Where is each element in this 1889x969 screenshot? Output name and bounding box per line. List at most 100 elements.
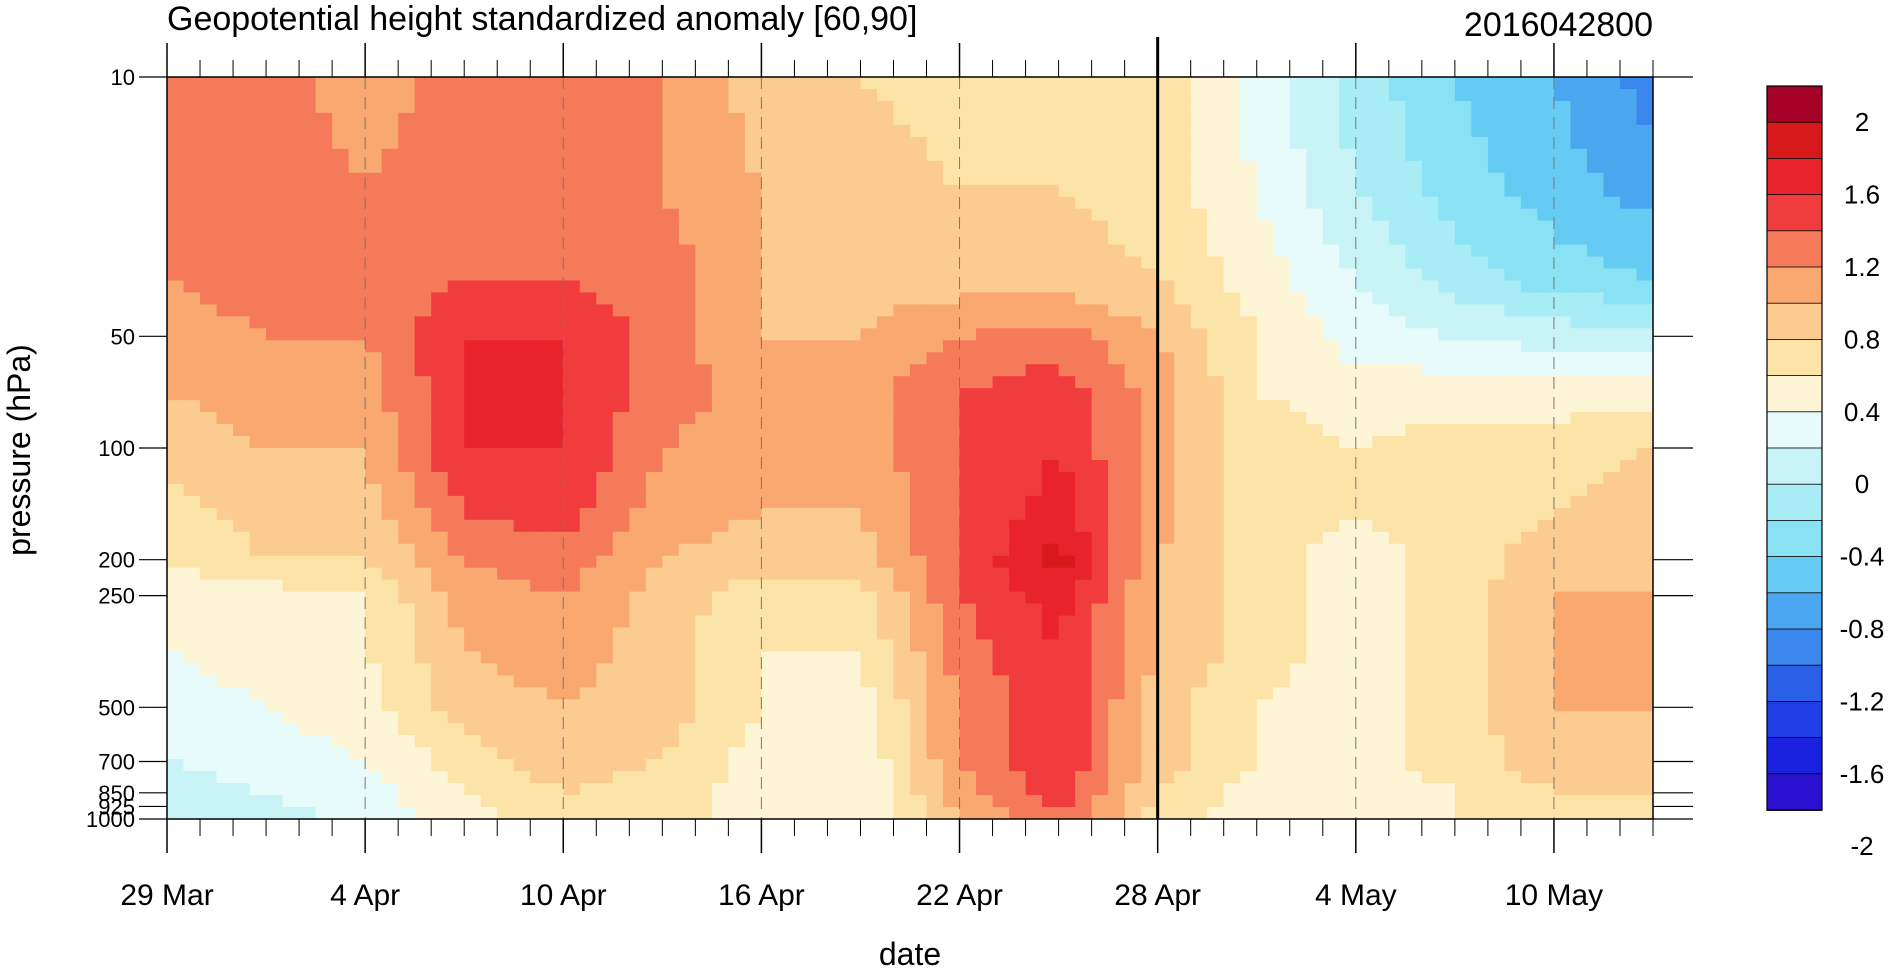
heatmap-cell <box>299 711 317 724</box>
heatmap-cell <box>1570 651 1588 665</box>
heatmap-cell <box>1108 232 1126 246</box>
heatmap-cell <box>959 555 977 569</box>
heatmap-cell <box>563 639 581 653</box>
heatmap-cell <box>480 376 498 389</box>
heatmap-cell <box>1240 723 1258 736</box>
heatmap-cell <box>348 88 366 102</box>
heatmap-cell <box>348 148 366 162</box>
heatmap-cell <box>431 148 449 162</box>
heatmap-cell <box>1190 160 1208 174</box>
heatmap-cell <box>810 651 829 665</box>
heatmap-cell <box>1619 711 1638 724</box>
heatmap-cell <box>959 280 977 294</box>
heatmap-cell <box>315 160 333 174</box>
heatmap-cell <box>943 483 961 497</box>
heatmap-cell <box>1454 639 1472 653</box>
heatmap-cell <box>810 352 829 365</box>
heatmap-cell <box>1207 268 1225 282</box>
heatmap-cell <box>695 663 713 676</box>
heatmap-cell <box>1537 328 1555 341</box>
heatmap-cell <box>299 160 317 174</box>
heatmap-cell <box>678 364 696 377</box>
heatmap-cell <box>1091 232 1109 246</box>
heatmap-cell <box>233 615 251 629</box>
heatmap-cell <box>1339 160 1357 174</box>
heatmap-cell <box>1537 531 1555 545</box>
heatmap-cell <box>414 316 432 329</box>
heatmap-cell <box>1009 196 1027 210</box>
heatmap-cell <box>200 519 218 533</box>
heatmap-cell <box>893 220 911 234</box>
heatmap-cell <box>266 136 284 150</box>
heatmap-cell <box>678 184 696 198</box>
heatmap-cell <box>1405 268 1423 282</box>
heatmap-cell <box>167 567 185 581</box>
heatmap-cell <box>1388 400 1406 413</box>
heatmap-cell <box>1075 196 1093 210</box>
heatmap-cell <box>992 687 1010 700</box>
heatmap-cell <box>1504 232 1522 246</box>
heatmap-cell <box>1273 579 1291 593</box>
heatmap-cell <box>1124 136 1142 150</box>
heatmap-cell <box>348 699 366 712</box>
heatmap-cell <box>761 436 779 449</box>
heatmap-cell <box>332 627 350 641</box>
heatmap-cell <box>1388 184 1406 198</box>
heatmap-cell <box>579 172 597 186</box>
heatmap-cell <box>1273 304 1291 317</box>
heatmap-cell <box>579 340 597 353</box>
heatmap-cell <box>579 531 597 545</box>
heatmap-cell <box>728 256 746 270</box>
heatmap-cell <box>1405 567 1423 581</box>
heatmap-cell <box>1586 483 1605 497</box>
heatmap-cell <box>1570 376 1588 389</box>
heatmap-cell <box>612 723 630 736</box>
heatmap-cell <box>1009 232 1027 246</box>
heatmap-cell <box>299 400 317 413</box>
heatmap-cell <box>1025 232 1043 246</box>
heatmap-cell <box>645 304 663 317</box>
heatmap-cell <box>1619 436 1638 449</box>
heatmap-cell <box>530 591 548 605</box>
heatmap-cell <box>1174 184 1192 198</box>
heatmap-cell <box>332 424 350 437</box>
heatmap-cell <box>926 124 944 138</box>
heatmap-cell <box>843 483 862 497</box>
heatmap-cell <box>777 639 796 653</box>
heatmap-cell <box>167 112 185 126</box>
heatmap-cell <box>1388 615 1406 629</box>
heatmap-cell <box>1372 136 1390 150</box>
heatmap-cell <box>398 340 416 353</box>
heatmap-cell <box>976 471 994 485</box>
heatmap-cell <box>1091 77 1109 90</box>
heatmap-cell <box>1289 292 1307 305</box>
heatmap-cell <box>645 340 663 353</box>
heatmap-cell <box>893 256 911 270</box>
heatmap-cell <box>1570 172 1588 186</box>
heatmap-cell <box>1058 100 1076 114</box>
heatmap-cell <box>992 627 1010 641</box>
heatmap-cell <box>1157 292 1175 305</box>
heatmap-cell <box>959 352 977 365</box>
heatmap-cell <box>381 555 399 569</box>
heatmap-cell <box>1075 352 1093 365</box>
heatmap-cell <box>299 148 317 162</box>
heatmap-cell <box>299 244 317 258</box>
heatmap-cell <box>794 268 812 282</box>
heatmap-cell <box>711 663 729 676</box>
heatmap-cell <box>992 88 1010 102</box>
heatmap-cell <box>381 328 399 341</box>
heatmap-cell <box>530 424 548 437</box>
heatmap-cell <box>1388 519 1406 533</box>
heatmap-cell <box>1471 459 1489 473</box>
heatmap-cell <box>266 268 284 282</box>
heatmap-cell <box>464 256 482 270</box>
heatmap-cell <box>233 400 251 413</box>
heatmap-cell <box>1289 100 1307 114</box>
heatmap-cell <box>447 519 465 533</box>
heatmap-cell <box>629 436 647 449</box>
heatmap-cell <box>1141 459 1159 473</box>
heatmap-cell <box>200 675 218 688</box>
heatmap-cell <box>1405 687 1423 700</box>
heatmap-cell <box>546 88 564 102</box>
